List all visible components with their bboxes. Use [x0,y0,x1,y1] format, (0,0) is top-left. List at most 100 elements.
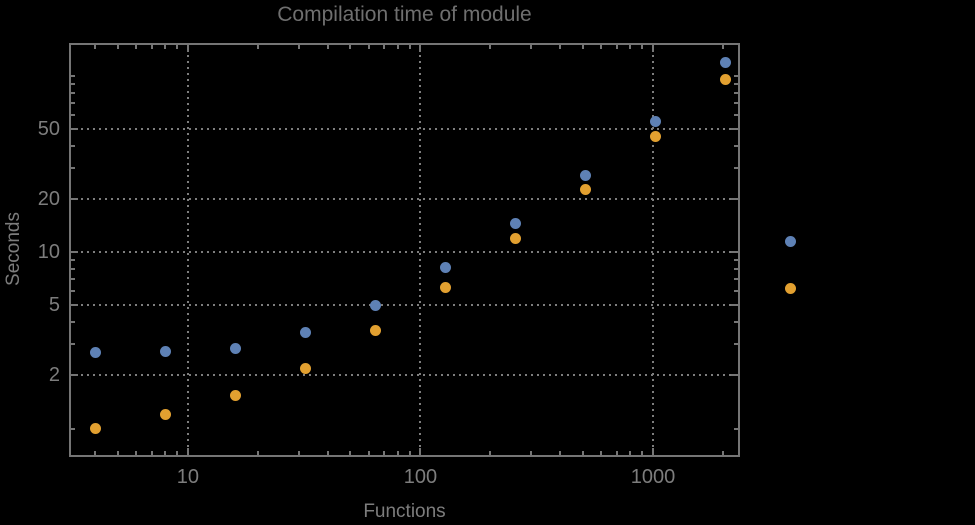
y-tick [71,427,75,430]
data-point-series-1-blue [159,345,171,357]
y-tick-label: 10 [37,241,60,264]
x-tick [256,451,259,455]
x-tick [408,45,411,49]
y-tick [71,374,78,377]
y-tick [71,127,78,130]
x-tick [164,451,167,455]
x-tick [641,45,644,49]
x-tick [559,45,562,49]
y-tick [734,259,738,262]
x-tick [383,451,386,455]
y-tick [731,374,738,377]
data-point-series-1-blue [509,218,521,230]
y-tick [71,91,75,94]
legend-marker [784,235,796,247]
data-point-series-2-orange [369,324,381,336]
y-gridline [69,127,740,130]
y-tick [71,343,75,346]
data-point-series-2-orange [229,390,241,402]
x-tick-label: 1000 [630,466,676,488]
x-axis-title: Functions [363,501,446,522]
x-tick [641,451,644,455]
x-tick [94,451,97,455]
x-tick [489,451,492,455]
data-point-series-1-blue [579,170,591,182]
x-tick [135,451,138,455]
y-tick-label: 5 [48,294,60,317]
y-tick [734,343,738,346]
x-tick [600,451,603,455]
x-tick [419,45,422,52]
y-tick-label: 20 [37,187,60,210]
data-point-series-2-orange [579,184,591,196]
data-point-series-2-orange [159,409,171,421]
x-tick [135,45,138,49]
x-tick [383,45,386,49]
y-tick [71,74,75,77]
y-tick [734,427,738,430]
y-tick [71,268,75,271]
x-tick [297,45,300,49]
y-tick [734,82,738,85]
data-point-series-1-blue [369,299,381,311]
y-tick [731,127,738,130]
data-point-series-1-blue [439,261,451,273]
x-gridline [651,43,654,457]
x-tick [256,45,259,49]
data-point-series-1-blue [89,346,101,358]
y-tick [71,290,75,293]
x-tick [176,45,179,49]
x-tick [176,451,179,455]
x-tick [721,451,724,455]
y-tick [731,197,738,200]
x-tick [559,451,562,455]
x-tick [651,448,654,455]
y-tick [734,101,738,104]
data-point-series-1-blue [649,115,661,127]
y-gridline [69,197,740,200]
y-tick [71,259,75,262]
y-tick [71,304,78,307]
y-tick [734,268,738,271]
y-tick [71,166,75,169]
x-tick [581,45,584,49]
y-tick [731,304,738,307]
y-axis-title: Seconds [3,212,24,286]
y-tick-label: 50 [37,117,60,140]
y-tick [734,113,738,116]
x-tick [721,45,724,49]
y-tick [71,101,75,104]
y-tick [71,82,75,85]
x-tick [116,45,119,49]
data-point-series-2-orange [439,281,451,293]
x-tick [581,451,584,455]
x-tick [651,45,654,52]
y-tick [734,91,738,94]
legend-marker [784,282,796,294]
data-point-series-2-orange [719,74,731,86]
y-tick [734,144,738,147]
x-tick [150,45,153,49]
x-tick [164,45,167,49]
y-tick [734,166,738,169]
x-tick [419,448,422,455]
y-tick [71,144,75,147]
data-point-series-2-orange [649,131,661,143]
chart-title: Compilation time of module [277,3,532,26]
x-tick [489,45,492,49]
y-tick [734,74,738,77]
y-tick [71,197,78,200]
y-tick [71,113,75,116]
data-point-series-1-blue [719,57,731,69]
x-tick [615,451,618,455]
y-gridline [69,304,740,307]
x-tick [396,451,399,455]
data-point-series-2-orange [89,423,101,435]
data-point-series-2-orange [299,362,311,374]
x-tick [629,45,632,49]
x-tick [530,45,533,49]
x-tick [349,45,352,49]
y-gridline [69,251,740,254]
data-point-series-2-orange [509,232,521,244]
